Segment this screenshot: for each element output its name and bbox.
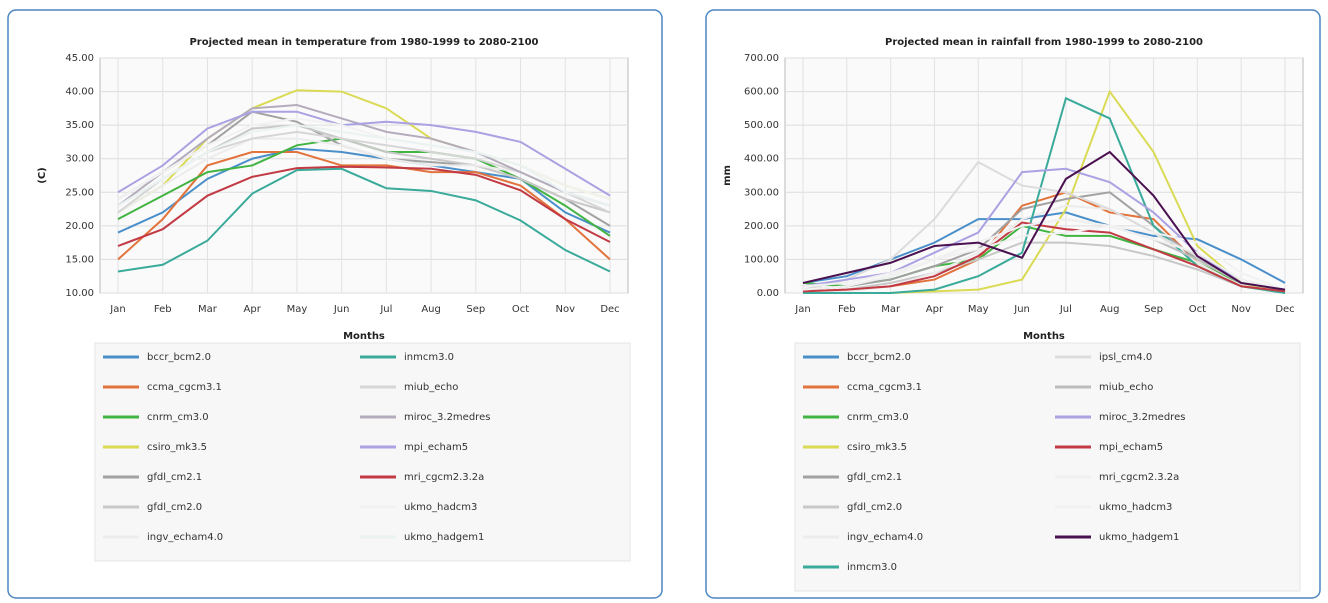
y-tick-label: 700.00 <box>744 53 779 64</box>
y-tick-label: 400.00 <box>744 154 779 165</box>
legend-label: ukmo_hadcm3 <box>1099 502 1172 513</box>
x-tick-label: Dec <box>600 304 619 315</box>
x-tick-label: Mar <box>198 304 218 315</box>
legend-label: bccr_bcm2.0 <box>147 352 211 363</box>
series-line <box>802 224 1286 291</box>
series-line <box>117 165 611 247</box>
x-tick-label: Sep <box>1144 304 1163 315</box>
legend-label: mri_cgcm2.3.2a <box>404 472 484 483</box>
x-tick-label: Jul <box>379 304 392 315</box>
x-tick-label: Aug <box>421 304 441 315</box>
series-line <box>802 150 1286 291</box>
legend-label: ukmo_hadcm3 <box>404 502 477 513</box>
y-tick-label: 20.00 <box>65 221 94 232</box>
legend-label: gfdl_cm2.1 <box>147 472 202 483</box>
x-tick-label: Apr <box>926 304 944 315</box>
y-tick-label: 500.00 <box>744 120 779 131</box>
legend-box <box>794 342 1301 592</box>
legend-label: miub_echo <box>1099 382 1153 393</box>
legend-label: cnrm_cm3.0 <box>847 412 909 423</box>
legend-label: inmcm3.0 <box>404 352 454 363</box>
x-tick-label: Dec <box>1275 304 1294 315</box>
legend-label: gfdl_cm2.1 <box>847 472 902 483</box>
legend-label: ukmo_hadgem1 <box>1099 532 1179 543</box>
series-line <box>802 218 1286 291</box>
legend-label: cnrm_cm3.0 <box>147 412 209 423</box>
x-tick-label: Feb <box>154 304 172 315</box>
x-tick-label: Apr <box>244 304 262 315</box>
legend-label: miub_echo <box>404 382 458 393</box>
y-tick-label: 35.00 <box>65 120 94 131</box>
series-line <box>117 151 611 261</box>
legend-label: ipsl_cm4.0 <box>1099 352 1152 363</box>
y-tick-label: 10.00 <box>65 288 94 299</box>
y-tick-label: 0.00 <box>757 288 779 299</box>
series-line <box>117 110 611 197</box>
x-tick-label: Jan <box>109 304 125 315</box>
legend-label: ccma_cgcm3.1 <box>847 382 922 393</box>
x-tick-label: Oct <box>512 304 529 315</box>
legend-label: mri_cgcm2.3.2a <box>1099 472 1179 483</box>
y-tick-label: 300.00 <box>744 187 779 198</box>
series-line <box>802 221 1286 293</box>
x-tick-label: Jul <box>1059 304 1072 315</box>
legend-label: ingv_echam4.0 <box>147 532 223 543</box>
y-tick-label: 40.00 <box>65 87 94 98</box>
legend-label: ingv_echam4.0 <box>847 532 923 543</box>
legend-label: gfdl_cm2.0 <box>147 502 202 513</box>
y-axis-label: mm <box>722 165 733 186</box>
legend-label: mpi_echam5 <box>1099 442 1163 453</box>
x-tick-label: Aug <box>1100 304 1120 315</box>
legend-label: ukmo_hadgem1 <box>404 532 484 543</box>
x-tick-label: Feb <box>838 304 856 315</box>
x-tick-label: Jun <box>1013 304 1030 315</box>
chart-title: Projected mean in rainfall from 1980-199… <box>885 37 1203 48</box>
legend-label: inmcm3.0 <box>847 562 897 573</box>
legend-label: ccma_cgcm3.1 <box>147 382 222 393</box>
x-tick-label: Jan <box>794 304 810 315</box>
x-axis-label: Months <box>343 331 385 342</box>
legend-label: csiro_mk3.5 <box>147 442 207 453</box>
legend-label: bccr_bcm2.0 <box>847 352 911 363</box>
legend-label: mpi_echam5 <box>404 442 468 453</box>
legend-label: gfdl_cm2.0 <box>847 502 902 513</box>
legend-label: miroc_3.2medres <box>404 412 490 423</box>
series-line <box>117 103 611 207</box>
plot-area <box>99 57 629 294</box>
y-tick-label: 45.00 <box>65 53 94 64</box>
legend-box <box>94 342 631 562</box>
x-tick-label: Mar <box>881 304 901 315</box>
y-tick-label: 200.00 <box>744 221 779 232</box>
legend-label: miroc_3.2medres <box>1099 412 1185 423</box>
series-line <box>117 124 611 207</box>
x-tick-label: Sep <box>466 304 485 315</box>
x-tick-label: May <box>287 304 308 315</box>
x-tick-label: Nov <box>556 304 576 315</box>
y-tick-label: 100.00 <box>744 254 779 265</box>
y-tick-label: 30.00 <box>65 154 94 165</box>
x-axis-label: Months <box>1023 331 1065 342</box>
legend-label: csiro_mk3.5 <box>847 442 907 453</box>
series-line <box>117 167 611 273</box>
y-tick-label: 25.00 <box>65 187 94 198</box>
series-line <box>802 241 1286 293</box>
y-tick-label: 15.00 <box>65 254 94 265</box>
x-tick-label: Oct <box>1189 304 1206 315</box>
x-tick-label: May <box>968 304 989 315</box>
x-tick-label: Jun <box>333 304 350 315</box>
x-tick-label: Nov <box>1231 304 1251 315</box>
y-tick-label: 600.00 <box>744 87 779 98</box>
y-axis-label: (C) <box>37 167 48 183</box>
chart-title: Projected mean in temperature from 1980-… <box>189 37 538 48</box>
